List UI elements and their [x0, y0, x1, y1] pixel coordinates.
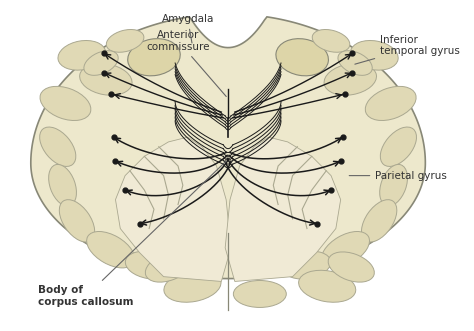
Ellipse shape [164, 270, 221, 302]
Text: Anterior
commissure: Anterior commissure [146, 30, 226, 97]
Ellipse shape [321, 231, 370, 268]
Ellipse shape [276, 39, 328, 76]
Ellipse shape [350, 40, 398, 70]
Ellipse shape [128, 39, 180, 76]
Ellipse shape [87, 231, 135, 268]
Polygon shape [31, 17, 425, 279]
Ellipse shape [283, 251, 331, 279]
Ellipse shape [106, 29, 144, 52]
Text: Parietal gyrus: Parietal gyrus [349, 170, 447, 181]
Ellipse shape [380, 127, 417, 166]
Ellipse shape [233, 280, 286, 307]
Ellipse shape [365, 86, 416, 120]
Ellipse shape [59, 200, 95, 242]
Ellipse shape [40, 127, 76, 166]
Ellipse shape [328, 252, 374, 282]
Ellipse shape [58, 40, 106, 70]
Ellipse shape [125, 251, 173, 279]
Polygon shape [225, 137, 341, 281]
Ellipse shape [40, 86, 91, 120]
Ellipse shape [380, 165, 408, 206]
Text: Body of
corpus callosum: Body of corpus callosum [38, 161, 226, 307]
Ellipse shape [362, 200, 397, 242]
Ellipse shape [49, 165, 76, 206]
Ellipse shape [338, 51, 372, 75]
Ellipse shape [312, 29, 350, 52]
Ellipse shape [146, 252, 191, 282]
Ellipse shape [80, 64, 132, 95]
Ellipse shape [299, 270, 356, 302]
Text: Amygdala: Amygdala [162, 14, 214, 43]
Ellipse shape [324, 64, 376, 95]
Polygon shape [116, 137, 231, 281]
Ellipse shape [84, 51, 118, 75]
Text: Inferior
temporal gyrus: Inferior temporal gyrus [355, 35, 460, 64]
